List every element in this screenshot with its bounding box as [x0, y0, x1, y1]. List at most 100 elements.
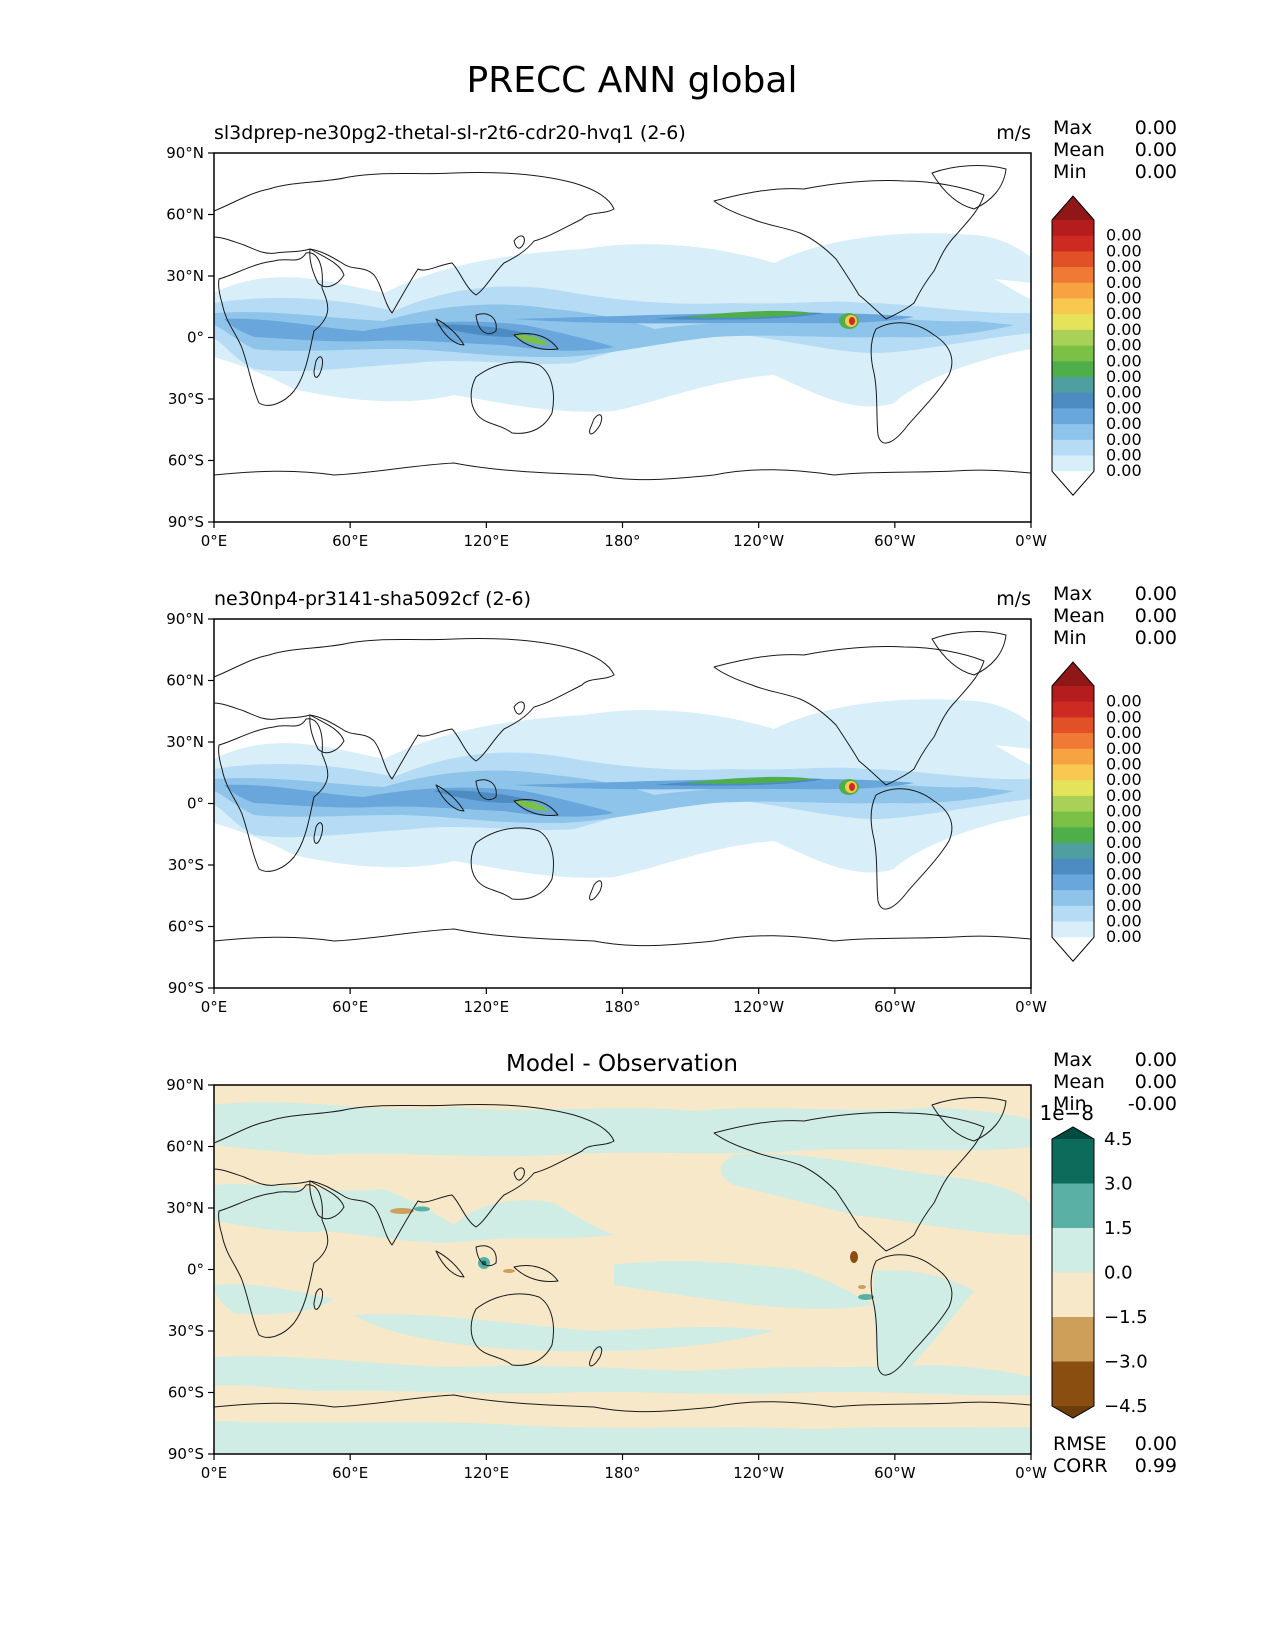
- map-plot-area: [213, 618, 1032, 989]
- panel-title: Model - Observation: [506, 1051, 738, 1077]
- map-plot-area: [213, 1084, 1032, 1455]
- y-tick-label: 30°S: [168, 1322, 204, 1340]
- colorbar-tick-label: 0.00: [1106, 398, 1142, 417]
- colorbar-tick-label: 0.00: [1106, 336, 1142, 355]
- panel-title: sl3dprep-ne30pg2-thetal-sl-r2t6-cdr20-hv…: [214, 122, 686, 144]
- y-tick-label: 60°S: [168, 1384, 204, 1402]
- colorbar: 4.5 3.0 1.5 0.0 −1.5 −3.0 −4.5: [1051, 1126, 1148, 1419]
- stat-value-mean: 0.00: [1135, 1071, 1177, 1093]
- colorbar-outline: [1051, 195, 1095, 496]
- x-tick-label: 120°W: [733, 532, 784, 550]
- y-tick-label: 90°N: [166, 144, 204, 162]
- y-tick-label: 30°N: [166, 733, 204, 751]
- stat-value-mean: 0.00: [1135, 139, 1177, 161]
- colorbar-tick-label: 0.00: [1106, 912, 1142, 931]
- colorbar-segment: [1052, 361, 1094, 378]
- colorbar-tick-label: 0.00: [1106, 414, 1142, 433]
- colorbar-tick-label: 3.0: [1104, 1174, 1133, 1195]
- x-tick-label: 120°E: [464, 998, 510, 1016]
- colorbar-segment: [1052, 298, 1094, 315]
- colorbar-tick-label: −3.0: [1104, 1352, 1148, 1373]
- colorbar-tick-label: 0.00: [1106, 770, 1142, 789]
- colorbar-tick-label: 0.00: [1106, 786, 1142, 805]
- y-tick-label: 90°S: [168, 1445, 204, 1463]
- stat-label-min: Min: [1053, 1093, 1087, 1115]
- x-tick-label: 0°W: [1015, 1464, 1047, 1482]
- colorbar-segment: [1052, 811, 1094, 828]
- y-tick-label: 30°N: [166, 1199, 204, 1217]
- stat-value-min: -0.00: [1128, 1093, 1177, 1115]
- stat-label-min: Min: [1053, 161, 1087, 183]
- colorbar: 0.000.000.000.000.000.000.000.000.000.00…: [1051, 661, 1142, 962]
- colorbar-segment: [1052, 235, 1094, 252]
- y-tick-label: 90°N: [166, 610, 204, 628]
- colorbar-tick-label: 0.00: [1106, 289, 1142, 308]
- y-tick-label: 60°N: [166, 1138, 204, 1156]
- colorbar-segment: [1052, 858, 1094, 875]
- y-tick-label: 60°N: [166, 206, 204, 224]
- colorbar-segment: [1052, 220, 1094, 237]
- panel-title: ne30np4-pr3141-sha5092cf (2-6): [214, 588, 531, 610]
- x-tick-label: 0°W: [1015, 998, 1047, 1016]
- stat-label-max: Max: [1053, 583, 1092, 605]
- colorbar-outline: [1051, 661, 1095, 962]
- colorbar-segment: [1052, 251, 1094, 268]
- y-tick-label: 60°N: [166, 672, 204, 690]
- colorbar-tick-label: 0.00: [1106, 896, 1142, 915]
- colorbar-segment: [1052, 890, 1094, 907]
- colorbar-segment: [1052, 424, 1094, 441]
- stat-value-rmse: 0.00: [1135, 1433, 1177, 1455]
- x-tick-label: 0°W: [1015, 532, 1047, 550]
- stat-value-max: 0.00: [1135, 117, 1177, 139]
- colorbar-segment: [1052, 1228, 1094, 1273]
- y-tick-label: 90°N: [166, 1076, 204, 1094]
- x-tick-label: 180°: [604, 1464, 640, 1482]
- x-tick-label: 60°W: [874, 532, 916, 550]
- colorbar-segment: [1052, 282, 1094, 299]
- colorbar-segment: [1052, 843, 1094, 860]
- stat-value-min: 0.00: [1135, 627, 1177, 649]
- colorbar-tick-label: 0.00: [1106, 880, 1142, 899]
- y-tick-label: 30°S: [168, 856, 204, 874]
- stat-label-mean: Mean: [1053, 139, 1105, 161]
- colorbar-segment: [1052, 267, 1094, 284]
- colorbar-outline: [1051, 1126, 1095, 1419]
- colorbar-segment: [1052, 905, 1094, 922]
- y-tick-label: 0°: [187, 1261, 204, 1279]
- colorbar-segment: [1052, 795, 1094, 813]
- x-tick-label: 120°W: [733, 1464, 784, 1482]
- colorbar-tick-label: 0.00: [1106, 383, 1142, 402]
- x-tick-label: 180°: [604, 532, 640, 550]
- colorbar-segment: [1052, 764, 1094, 781]
- colorbar-tick-label: 0.00: [1106, 723, 1142, 742]
- stat-label-max: Max: [1053, 117, 1092, 139]
- colorbar-tick-label: 1.5: [1104, 1218, 1133, 1239]
- stat-label-max: Max: [1053, 1049, 1092, 1071]
- colorbar-extend-min: [1052, 937, 1094, 962]
- y-tick-label: 30°S: [168, 390, 204, 408]
- colorbar-tick-label: 0.00: [1106, 304, 1142, 323]
- y-tick-label: 0°: [187, 329, 204, 347]
- colorbar-scale-label: 1e−8: [1039, 1101, 1094, 1125]
- colorbar-tick-label: 0.00: [1106, 739, 1142, 758]
- y-tick-label: 0°: [187, 795, 204, 813]
- colorbar-segment: [1052, 780, 1094, 797]
- x-tick-label: 60°W: [874, 1464, 916, 1482]
- x-tick-label: 60°E: [332, 532, 368, 550]
- colorbar-tick-label: 0.00: [1106, 430, 1142, 449]
- colorbar-segment: [1052, 455, 1094, 472]
- stat-value-max: 0.00: [1135, 583, 1177, 605]
- colorbar-segment: [1052, 686, 1094, 703]
- stat-label-rmse: RMSE: [1053, 1433, 1107, 1455]
- panel-model-2: 0°E 60°E 120°E 180° 120°W 60°W 0°W 90°N 60°N 30°N…: [166, 583, 1177, 1016]
- colorbar-segment: [1052, 748, 1094, 765]
- x-tick-label: 0°E: [201, 998, 228, 1016]
- colorbar-segment: [1052, 827, 1094, 844]
- colorbar-segment: [1052, 377, 1094, 394]
- colorbar-segment: [1052, 1183, 1094, 1229]
- map-plot-area: [213, 152, 1032, 523]
- colorbar-tick-label: −4.5: [1104, 1396, 1148, 1417]
- colorbar-tick-label: 0.00: [1106, 849, 1142, 868]
- colorbar-tick-label: 0.00: [1106, 802, 1142, 821]
